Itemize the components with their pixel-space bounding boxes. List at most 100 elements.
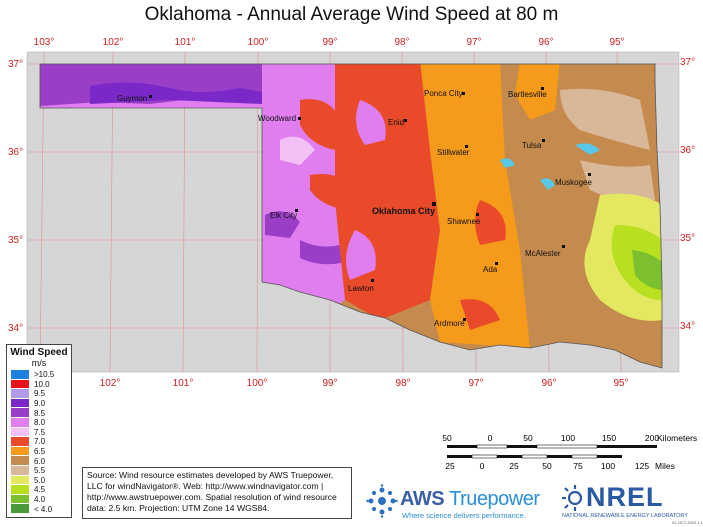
- lat-label-right: 34°: [680, 321, 695, 332]
- lat-label-left: 36°: [8, 147, 23, 158]
- legend-label: 6.5: [34, 447, 46, 457]
- legend-item: >10.5: [11, 370, 71, 380]
- scale-km-tick: 100: [561, 433, 575, 443]
- legend-item: 4.5: [11, 485, 71, 495]
- legend-label: 9.5: [34, 389, 46, 399]
- city-marker: [463, 318, 466, 321]
- city-label-shawnee: Shawnee: [447, 217, 481, 226]
- scale-km-tick: 50: [442, 433, 452, 443]
- scale-mi-tick: 100: [601, 461, 615, 471]
- city-label-woodward: Woodward: [258, 114, 296, 123]
- city-label-ada: Ada: [483, 265, 498, 274]
- city-label-stillwater: Stillwater: [437, 148, 470, 157]
- city-marker: [495, 262, 498, 265]
- oklahoma-outline: [39, 63, 663, 369]
- wind-speed-legend: Wind Speed m/s >10.5 10.0 9.5 9.0 8.5 8.0 7.5 7…: [6, 344, 72, 518]
- city-marker: [371, 279, 374, 282]
- city-marker: [476, 213, 479, 216]
- nrel-wordmark: NREL: [586, 482, 664, 512]
- legend-item: 6.5: [11, 446, 71, 457]
- lon-label-bottom: 95°: [613, 378, 628, 389]
- legend-item: 9.0: [11, 398, 71, 409]
- lon-label-top: 96°: [538, 37, 553, 48]
- legend-swatch: [11, 370, 29, 380]
- lon-label-top: 98°: [394, 37, 409, 48]
- scale-mi-tick: 75: [573, 461, 583, 471]
- legend-item: 8.0: [11, 417, 71, 428]
- lat-label-left: 37°: [8, 59, 23, 70]
- city-marker: [541, 87, 544, 90]
- legend-item: 6.0: [11, 456, 71, 466]
- city-label-muskogee: Muskogee: [555, 178, 592, 187]
- aws-tagline: Where science delivers performance.: [402, 511, 526, 520]
- city-label-lawton: Lawton: [348, 284, 374, 293]
- lon-label-bottom: 99°: [322, 378, 337, 389]
- legend-item: 4.0: [11, 494, 71, 505]
- city-label-guymon: Guymon: [117, 94, 147, 103]
- scale-mi-tick: 25: [509, 461, 519, 471]
- legend-swatch: [11, 427, 29, 438]
- city-marker: [562, 245, 565, 248]
- nrel-sun-icon: [562, 485, 583, 511]
- legend-swatch: [11, 389, 29, 399]
- city-marker: [298, 117, 301, 120]
- lon-label-bottom: 101°: [173, 378, 194, 389]
- legend-label: 10.0: [34, 379, 50, 389]
- legend-item: 8.5: [11, 408, 71, 418]
- scale-mi-tick: 50: [542, 461, 552, 471]
- legend-swatch: [11, 398, 29, 409]
- lon-label-bottom: 97°: [468, 378, 483, 389]
- lat-label-right: 36°: [680, 145, 695, 156]
- scale-km-unit: Kilometers: [657, 433, 697, 443]
- legend-unit: m/s: [31, 358, 47, 368]
- lat-label-left: 34°: [8, 323, 23, 334]
- scale-km-tick: 0: [488, 433, 493, 443]
- legend-swatch: [11, 446, 29, 457]
- legend-item: 5.5: [11, 465, 71, 476]
- scale-mi-tick: 125: [635, 461, 649, 471]
- legend-label: 8.5: [34, 408, 46, 418]
- aws-burst-icon: [366, 484, 398, 518]
- lon-label-bottom: 98°: [395, 378, 410, 389]
- lon-label-top: 102°: [103, 37, 124, 48]
- scale-bar-miles: 25 0 25 50 75 100 125 Miles: [445, 454, 675, 471]
- city-label-enid: Enid: [388, 118, 404, 127]
- lat-label-left: 35°: [8, 235, 23, 246]
- legend-swatch: [11, 417, 29, 428]
- scale-km-tick: 200: [645, 433, 659, 443]
- aws-wordmark: AWS Truepower: [400, 488, 540, 510]
- legend-item: 9.5: [11, 389, 71, 399]
- legend-label: < 4.0: [34, 504, 53, 514]
- legend-swatch: [11, 437, 29, 447]
- scale-bar-km: 50 0 50 100 150 200 Kilometers: [442, 433, 697, 449]
- city-label-ponca-city: Ponca City: [424, 89, 463, 98]
- city-label-oklahoma-city: Oklahoma City: [372, 206, 435, 216]
- legend-item: 7.5: [11, 427, 71, 438]
- lat-label-right: 35°: [680, 233, 695, 244]
- scale-mi-tick: 0: [480, 461, 485, 471]
- legend-swatch: [11, 456, 29, 466]
- legend-label: >10.5: [34, 370, 55, 380]
- city-marker: [462, 92, 465, 95]
- legend-label: 7.5: [34, 427, 46, 437]
- city-marker: [588, 173, 591, 176]
- city-label-elk-city: Elk City: [270, 211, 297, 220]
- city-label-tulsa: Tulsa: [522, 141, 542, 150]
- city-marker: [295, 209, 298, 212]
- legend-swatch: [11, 475, 29, 486]
- nrel-logo: NREL NATIONAL RENEWABLE ENERGY LABORATOR…: [560, 482, 698, 522]
- lon-label-bottom: 102°: [100, 378, 121, 389]
- city-label-bartlesville: Bartlesville: [508, 90, 547, 99]
- lon-label-top: 97°: [466, 37, 481, 48]
- city-marker: [542, 139, 545, 142]
- lon-label-top: 103°: [34, 37, 55, 48]
- lat-label-right: 37°: [680, 57, 695, 68]
- legend-label: 4.0: [34, 495, 46, 505]
- legend-item: 7.0: [11, 437, 71, 447]
- legend-label: 5.0: [34, 475, 46, 485]
- scale-mi-tick: 25: [445, 461, 455, 471]
- legend-title: Wind Speed: [10, 347, 68, 358]
- legend-label: 8.0: [34, 418, 46, 428]
- legend-label: 9.0: [34, 399, 46, 409]
